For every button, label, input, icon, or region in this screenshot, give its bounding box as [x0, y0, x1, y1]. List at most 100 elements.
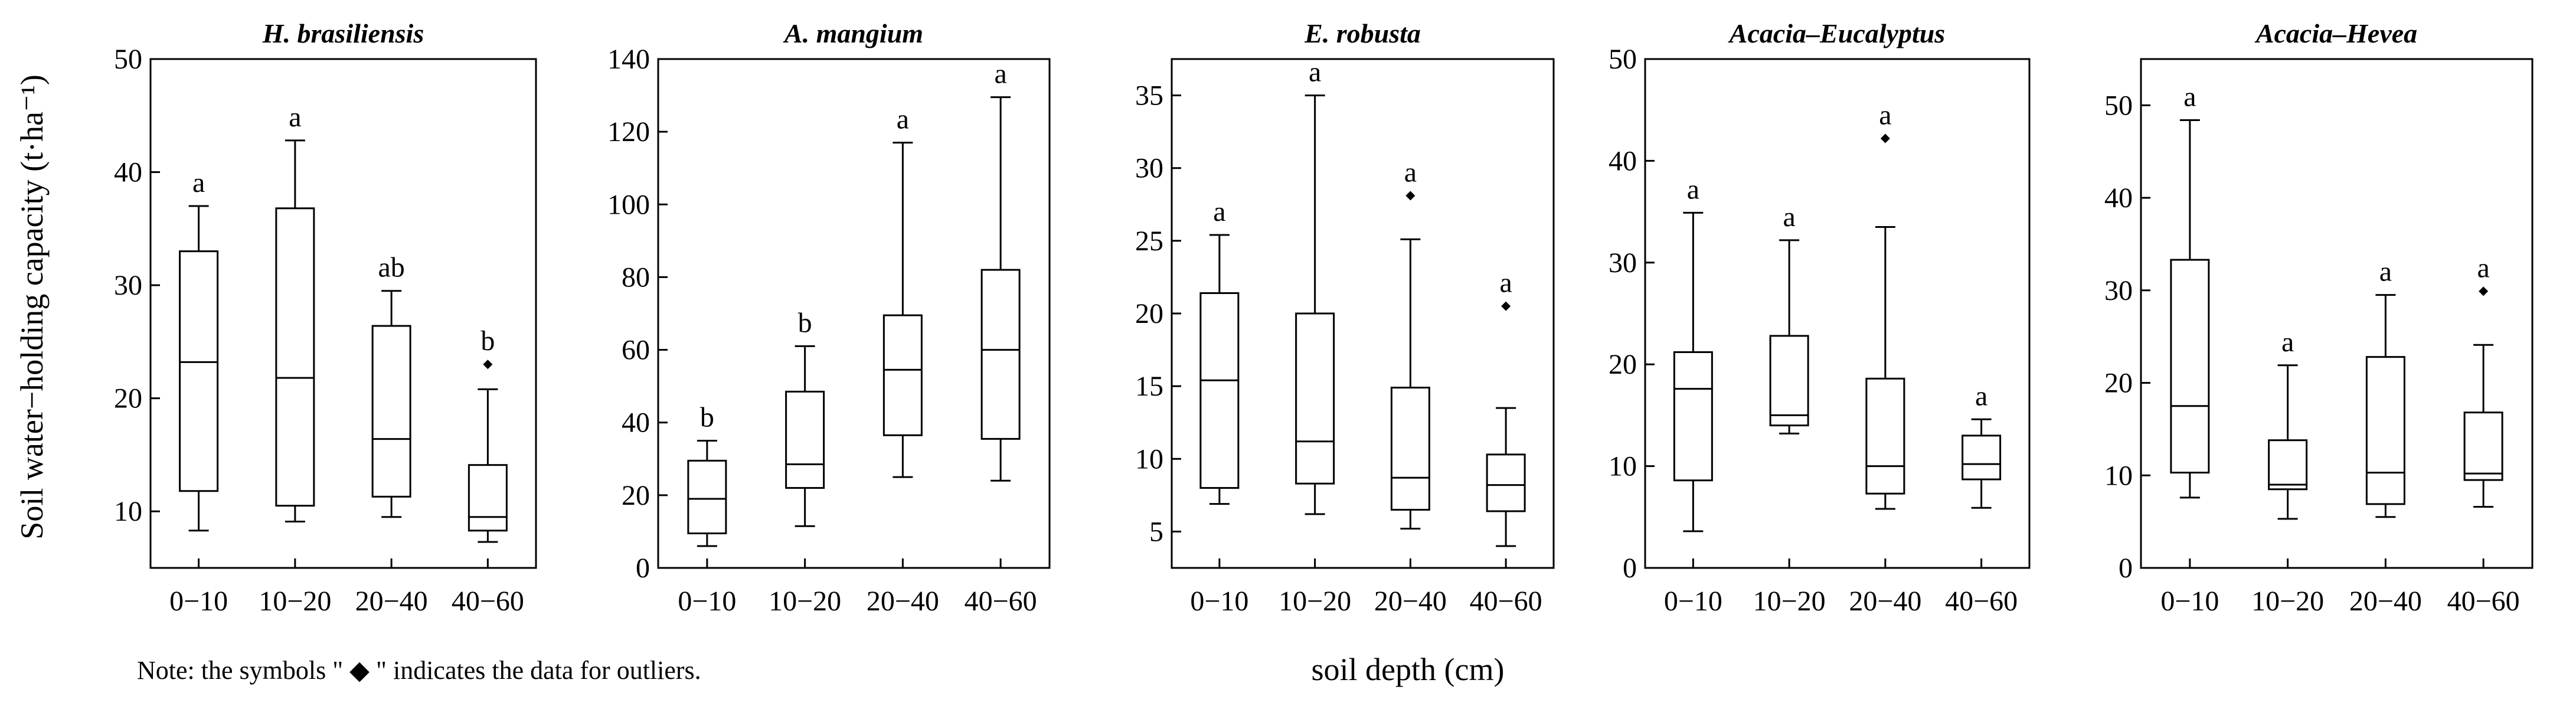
x-tick-label: 20−40	[867, 586, 939, 617]
x-tick-label: 0−10	[1190, 586, 1248, 617]
plot-frame	[2140, 58, 2533, 569]
significance-letter: b	[480, 325, 495, 357]
plot-frame	[657, 58, 1051, 569]
iqr-box	[179, 250, 219, 492]
panel-1: H. brasiliensis 10 20 30 40 50 0−10 10−20 20−40 4…	[114, 18, 537, 617]
y-tick-label: 30	[114, 270, 142, 301]
y-tick-label: 140	[607, 44, 650, 75]
y-tick-label: 20	[2104, 368, 2133, 399]
box-2: a	[275, 102, 315, 522]
box-2: a	[2268, 326, 2308, 520]
significance-letter: a	[897, 104, 909, 135]
plot-frame	[149, 58, 537, 569]
y-tick-label: 0	[2119, 553, 2133, 584]
significance-letter: a	[1783, 201, 1795, 233]
box-1: a	[2170, 81, 2210, 499]
y-tick-label: 35	[1135, 80, 1163, 112]
significance-letter: a	[994, 58, 1006, 90]
y-tick-label: 40	[2104, 182, 2133, 214]
box-1: a	[1199, 196, 1240, 505]
iqr-box	[275, 207, 315, 507]
iqr-box	[1962, 434, 2002, 481]
x-tick-label: 20−40	[355, 586, 428, 617]
x-tick-label: 40−60	[1945, 586, 2018, 617]
y-tick-label: 40	[622, 407, 650, 439]
x-tick-label: 40−60	[965, 586, 1037, 617]
iqr-box	[1865, 377, 1905, 495]
box-1: a	[179, 167, 219, 532]
panel-5: Acacia–Hevea 0 10 20 30 40 50 0−10 10−20 20−40 40−…	[2104, 18, 2533, 617]
box-3: a	[882, 104, 923, 478]
x-tick-label: 0−10	[2160, 586, 2219, 617]
x-tick-label: 40−60	[452, 586, 524, 617]
y-tick-label: 100	[607, 189, 650, 220]
x-tick-label: 40−60	[1470, 586, 1542, 617]
box-1: a	[1673, 174, 1713, 532]
y-tick-label: 5	[1149, 516, 1163, 547]
iqr-box	[1295, 312, 1335, 485]
significance-letter: a	[2281, 326, 2294, 358]
y-tick-label: 50	[2104, 90, 2133, 121]
box-3: a	[2365, 256, 2405, 518]
y-tick-label: 120	[607, 116, 650, 148]
y-tick-label: 10	[2104, 460, 2133, 491]
y-tick-label: 10	[114, 496, 142, 527]
box-4: a	[2463, 252, 2503, 508]
outlier-note: Note: the symbols " ◆ " indicates the da…	[137, 656, 701, 685]
iqr-box	[1486, 453, 1526, 512]
y-tick-label: 40	[114, 157, 142, 188]
plot-frame	[1644, 58, 2031, 569]
significance-letter: a	[2477, 252, 2489, 283]
y-tick-label: 10	[1135, 443, 1163, 475]
significance-letter: a	[2379, 256, 2392, 287]
x-tick-label: 20−40	[1374, 586, 1447, 617]
box-3: a	[1390, 157, 1430, 530]
iqr-box	[882, 314, 923, 436]
x-tick-label: 10−20	[769, 586, 841, 617]
x-tick-label: 10−20	[1753, 586, 1826, 617]
box-1: b	[687, 402, 727, 547]
y-tick-label: 25	[1135, 226, 1163, 257]
x-tick-label: 10−20	[2251, 586, 2324, 617]
iqr-box	[1199, 292, 1240, 489]
panel-title: Acacia–Hevea	[2254, 18, 2417, 48]
significance-letter: a	[2183, 81, 2196, 112]
box-4: a	[1962, 380, 2002, 509]
y-tick-label: 50	[1609, 44, 1637, 75]
outlier-diamond	[1405, 191, 1416, 201]
box-4: a	[1486, 267, 1526, 547]
significance-letter: a	[1499, 267, 1512, 299]
significance-letter: a	[1404, 157, 1417, 188]
y-tick-label: 10	[1609, 451, 1637, 482]
x-tick-label: 20−40	[2349, 586, 2422, 617]
significance-letter: a	[1687, 174, 1699, 205]
iqr-box	[2463, 411, 2503, 481]
panel-title: A. mangium	[783, 18, 923, 48]
outlier-diamond	[483, 360, 493, 370]
significance-letter: b	[700, 402, 714, 433]
box-3: ab	[371, 252, 411, 518]
y-tick-label: 30	[1609, 247, 1637, 279]
significance-letter: a	[1975, 380, 1987, 411]
y-tick-label: 40	[1609, 145, 1637, 177]
y-tick-label: 0	[636, 553, 650, 584]
y-tick-label: 20	[114, 383, 142, 414]
y-tick-label: 80	[622, 262, 650, 293]
x-tick-label: 0−10	[169, 586, 228, 617]
significance-letter: a	[192, 167, 205, 198]
significance-letter: a	[1213, 196, 1225, 227]
box-2: a	[1295, 57, 1335, 515]
y-tick-label: 15	[1135, 371, 1163, 402]
box-2: b	[785, 307, 825, 527]
y-tick-label: 30	[2104, 275, 2133, 306]
x-tick-label: 20−40	[1849, 586, 1921, 617]
iqr-box	[2170, 259, 2210, 474]
significance-letter: ab	[378, 252, 404, 283]
x-tick-label: 40−60	[2447, 586, 2520, 617]
box-4: a	[980, 58, 1021, 482]
x-axis-label: soil depth (cm)	[1312, 652, 1505, 687]
iqr-box	[2268, 439, 2308, 491]
y-tick-label: 30	[1135, 153, 1163, 184]
